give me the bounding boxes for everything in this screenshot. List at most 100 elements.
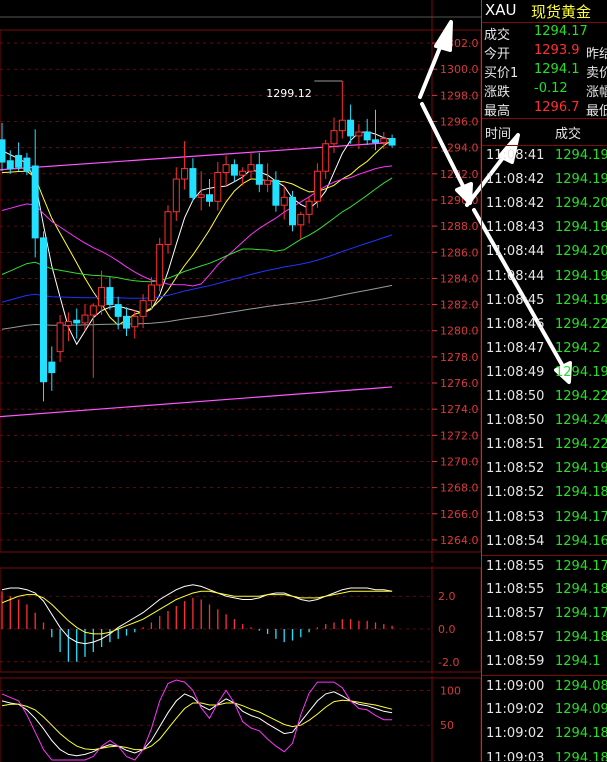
- candlestick-chart[interactable]: 1302.0 1300.0 1298.0 1296.0 1294.0 1292.0 1290…: [0, 0, 481, 563]
- candle: [98, 270, 106, 316]
- quote-row: 今开 1293.9 昨结: [482, 42, 607, 62]
- tick-row: 11:08:55 1294.18: [482, 579, 607, 603]
- tick-row: 11:08:46 1294.22: [482, 314, 607, 338]
- quote-extra-label: 昨结: [586, 47, 607, 62]
- candle-body: [189, 168, 197, 198]
- tick-time: 11:08:45: [486, 292, 545, 308]
- candle: [272, 171, 280, 212]
- tick-time: 11:09:02: [486, 726, 545, 742]
- y-tick-label: 1282.0: [440, 299, 479, 312]
- macd-tick-label: -2.0: [438, 656, 459, 669]
- quote-panel: XAU 现货黄金 成交 1294.17 今开 1293.9 昨结买价1 1294.1 卖价涨…: [481, 0, 607, 761]
- tick-row: 11:08:49 1294.19: [482, 362, 607, 386]
- tick-price: 1294.18: [555, 750, 607, 762]
- tick-time: 11:08:51: [486, 437, 545, 453]
- candle: [380, 131, 388, 149]
- quote-value: 1293.9: [534, 43, 580, 58]
- tick-time: 11:08:55: [486, 558, 545, 574]
- symbol-code: XAU: [485, 1, 517, 19]
- candle-body: [322, 143, 330, 172]
- tick-time: 11:08:57: [486, 630, 545, 645]
- candle-body: [114, 304, 122, 317]
- tick-row: 11:09:03 1294.18: [482, 748, 607, 762]
- tick-time: 11:08:53: [486, 509, 545, 525]
- tick-row: 11:08:43 1294.19: [482, 217, 607, 241]
- quote-value: 1294.1: [534, 62, 580, 77]
- tick-time: 11:09:00: [486, 679, 545, 695]
- candle: [181, 141, 189, 190]
- candle-body: [222, 164, 230, 174]
- quote-extra-label: 涨幅: [586, 85, 607, 100]
- quote-label: 涨跌: [484, 85, 511, 100]
- candle: [64, 312, 72, 342]
- candle: [230, 159, 238, 182]
- candle-body: [363, 131, 371, 141]
- candle: [6, 150, 14, 174]
- quote-label: 成交: [484, 28, 511, 43]
- kdj-frame: [0, 677, 481, 762]
- tick-price: 1294.19: [555, 268, 607, 284]
- tick-time: 11:08:44: [486, 268, 545, 284]
- candle-body: [164, 211, 172, 245]
- tick-row: 11:08:57 1294.17: [482, 603, 607, 627]
- tick-time: 11:08:42: [486, 196, 545, 212]
- y-tick-label: 1294.0: [440, 142, 479, 155]
- candle: [189, 158, 197, 202]
- tick-time: 11:08:42: [486, 172, 545, 188]
- candle-body: [297, 213, 305, 226]
- tick-time: 11:09:03: [486, 750, 545, 762]
- kdj-k-line: [1, 691, 393, 757]
- candle-body: [48, 361, 56, 374]
- candle: [347, 104, 355, 144]
- kdj-d-line: [1, 699, 393, 751]
- candle: [89, 303, 97, 378]
- candle: [139, 294, 147, 329]
- tick-row: 11:08:42 1294.19: [482, 169, 607, 193]
- candle-body: [40, 237, 47, 383]
- candle-body: [98, 287, 106, 307]
- macd-indicator-chart[interactable]: 2.0 0.0 -2.0: [0, 566, 481, 674]
- candle: [305, 196, 313, 224]
- candle-body: [206, 194, 213, 202]
- tick-time-header: 时间: [485, 127, 512, 142]
- candle-body: [230, 164, 238, 176]
- quote-extra-label: 最低: [586, 104, 607, 119]
- candle-body: [280, 196, 288, 206]
- tick-row: 11:09:02 1294.18: [482, 723, 607, 747]
- tick-price: 1294.18: [555, 581, 607, 597]
- y-tick-label: 1296.0: [440, 116, 479, 129]
- candle-body: [372, 139, 379, 143]
- candle: [73, 308, 81, 339]
- candle: [289, 190, 296, 232]
- candle: [388, 134, 396, 148]
- y-tick-label: 1272.0: [440, 429, 479, 442]
- quote-row: 涨跌 -0.12 涨幅: [482, 80, 607, 100]
- candle: [172, 167, 180, 221]
- candle: [313, 163, 321, 208]
- candle: [164, 205, 172, 254]
- candle: [123, 307, 130, 336]
- ma20-line: [1, 165, 393, 287]
- candle: [40, 231, 47, 402]
- candle: [264, 163, 272, 193]
- y-tick-label: 1290.0: [440, 194, 479, 207]
- candle: [355, 124, 363, 149]
- candle: [114, 296, 122, 330]
- macd-dea-line: [1, 590, 393, 635]
- candle: [239, 167, 247, 186]
- y-tick-label: 1288.0: [440, 220, 479, 233]
- kdj-indicator-chart[interactable]: 100 50: [0, 676, 481, 762]
- tick-row: 11:08:55 1294.17: [482, 554, 607, 580]
- high-price-annotation: 1299.12: [266, 87, 312, 100]
- quote-label: 今开: [484, 47, 511, 62]
- tick-price: 1294.24: [555, 413, 607, 429]
- candle-body: [6, 160, 14, 170]
- candle: [214, 162, 222, 211]
- candle-body: [0, 139, 6, 163]
- quote-row: 成交 1294.17: [482, 23, 607, 43]
- y-tick-label: 1280.0: [440, 325, 479, 338]
- quote-row: 买价1 1294.1 卖价: [482, 61, 607, 81]
- tick-row: 11:08:57 1294.18: [482, 627, 607, 651]
- y-tick-label: 1274.0: [440, 403, 479, 416]
- y-tick-label: 1264.0: [440, 534, 479, 547]
